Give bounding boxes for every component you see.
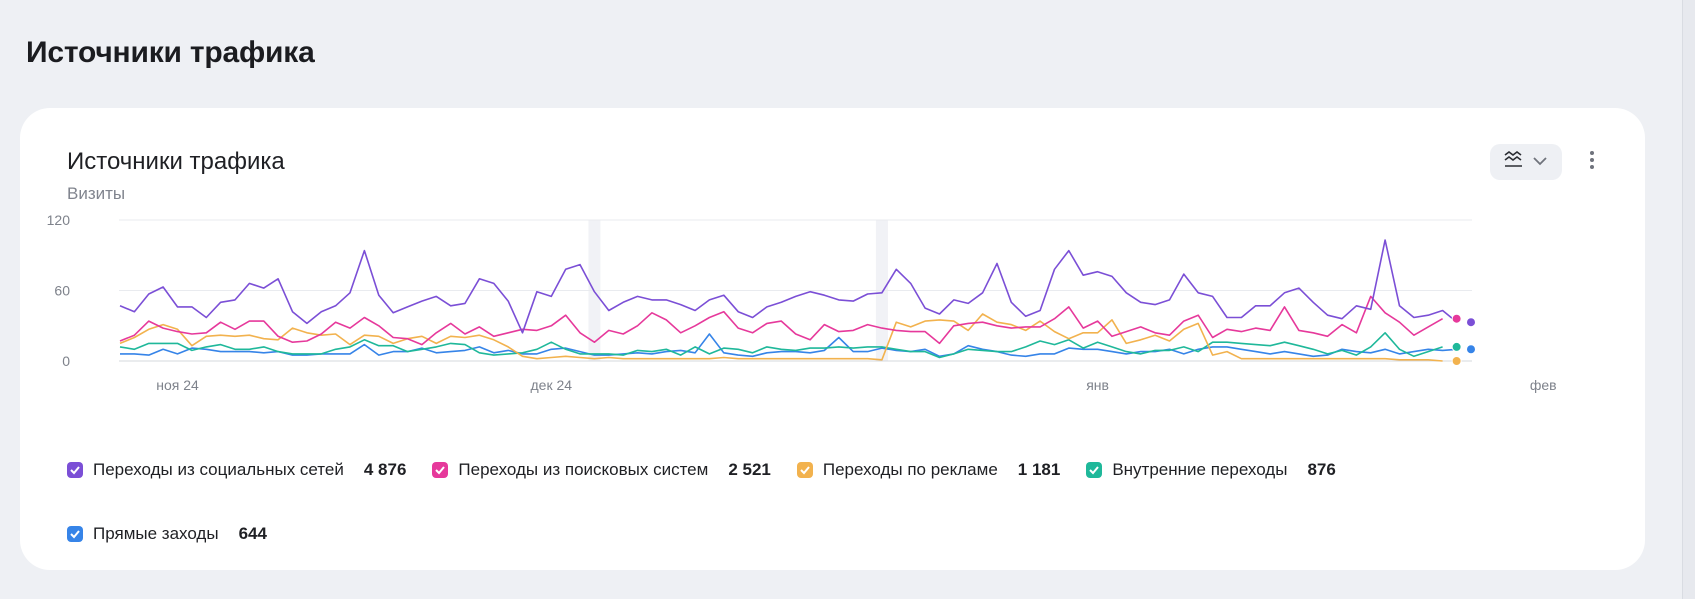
- chevron-down-icon: [1532, 153, 1548, 171]
- series-line-4: [119, 332, 1443, 359]
- legend-label: Внутренние переходы: [1112, 460, 1288, 479]
- scrollbar-track[interactable]: [1682, 0, 1695, 599]
- series-end-marker-5: [1466, 344, 1476, 355]
- chart-legend: Переходы из социальных сетей 4 876 Переход…: [67, 460, 1467, 544]
- legend-label: Переходы из поисковых систем: [458, 460, 709, 479]
- series-line-5: [120, 333, 1458, 358]
- stacked-lines-icon: [1504, 150, 1524, 174]
- x-tick-label-4: фев: [1530, 377, 1557, 393]
- legend-total: 2 521: [728, 460, 771, 479]
- legend-item-4[interactable]: Внутренние переходы 876: [1086, 460, 1336, 480]
- y-tick-label-0: 0: [62, 353, 70, 369]
- y-tick-label-60: 60: [54, 283, 70, 299]
- legend-item-3[interactable]: Переходы по рекламе 1 181: [796, 460, 1061, 480]
- legend-total: 876: [1307, 460, 1336, 479]
- page-title: Источники трафика: [26, 36, 315, 69]
- series-line-2: [119, 295, 1443, 346]
- series-end-marker-2: [1451, 313, 1462, 324]
- checkbox-icon[interactable]: [67, 462, 83, 478]
- y-tick-label-120: 120: [47, 212, 71, 228]
- legend-label: Прямые заходы: [93, 524, 219, 543]
- legend-item-5[interactable]: Прямые заходы 644: [67, 524, 267, 544]
- series-end-marker-1: [1466, 317, 1476, 328]
- x-tick-label-2: дек 24: [531, 377, 573, 393]
- legend-total: 644: [238, 524, 267, 543]
- x-tick-label-1: ноя 24: [156, 377, 199, 393]
- traffic-sources-card: Источники трафика Визиты Переходы из соц…: [20, 108, 1645, 570]
- legend-total: 4 876: [363, 460, 407, 479]
- legend-item-2[interactable]: Переходы из поисковых систем 2 521: [432, 460, 771, 480]
- legend-label: Переходы по рекламе: [822, 460, 998, 479]
- series-end-marker-4: [1451, 341, 1462, 352]
- checkbox-icon[interactable]: [432, 462, 449, 478]
- checkbox-icon[interactable]: [67, 526, 83, 542]
- traffic-line-chart: 0 60 120 ноя 24 дек 24 янв фев: [47, 212, 1557, 393]
- more-vertical-icon: [1589, 150, 1595, 175]
- card-title: Источники трафика: [67, 148, 285, 175]
- legend-total: 1 181: [1017, 460, 1061, 479]
- legend-label: Переходы из социальных сетей: [93, 460, 344, 479]
- series-line-3: [119, 313, 1443, 362]
- x-tick-label-3: янв: [1086, 377, 1109, 393]
- chart-view-button[interactable]: [1490, 144, 1562, 180]
- checkbox-icon[interactable]: [1086, 462, 1103, 478]
- checkbox-icon[interactable]: [796, 462, 813, 478]
- card-subtitle: Визиты: [67, 184, 126, 203]
- series-line-1: [119, 239, 1458, 334]
- legend-item-1[interactable]: Переходы из социальных сетей 4 876: [67, 460, 406, 480]
- more-options-button[interactable]: [1582, 144, 1602, 180]
- series-end-marker-3: [1451, 356, 1462, 366]
